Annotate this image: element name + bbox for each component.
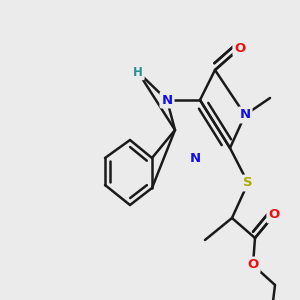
Text: S: S bbox=[243, 176, 253, 190]
Text: N: N bbox=[161, 94, 172, 106]
Text: O: O bbox=[268, 208, 280, 221]
Text: N: N bbox=[189, 152, 201, 164]
Text: N: N bbox=[239, 109, 250, 122]
Text: O: O bbox=[248, 259, 259, 272]
Text: O: O bbox=[234, 41, 246, 55]
Text: H: H bbox=[133, 65, 143, 79]
